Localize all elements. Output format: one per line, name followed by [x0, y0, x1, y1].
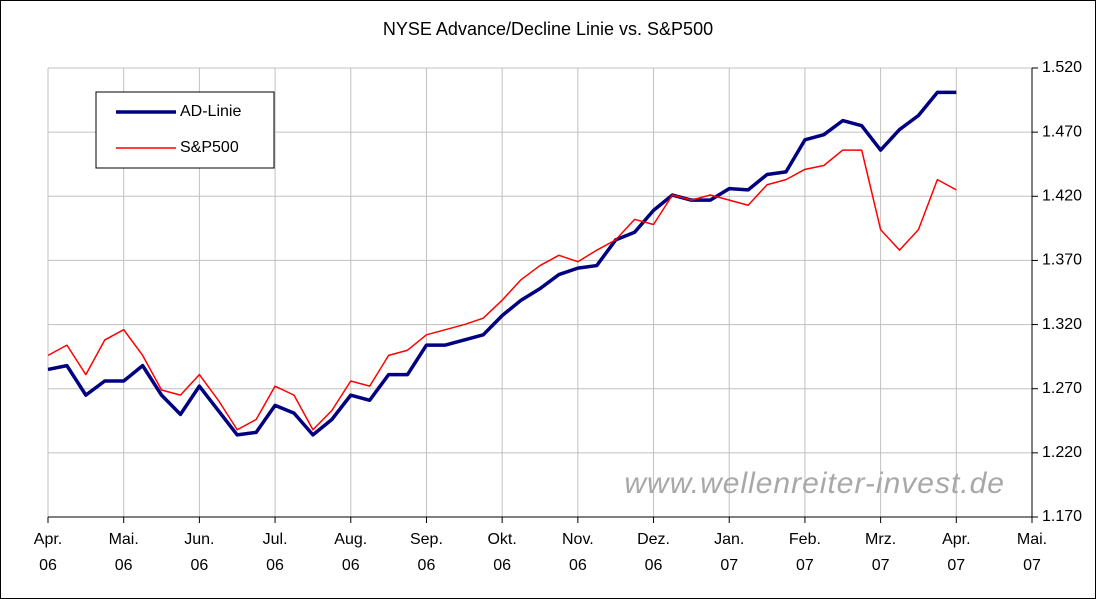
y-tick-label: 1.520	[1042, 59, 1082, 76]
x-tick-label: Sep. 06	[409, 531, 443, 574]
y-tick-label: 1.220	[1042, 444, 1082, 461]
x-tick-label: Mai. 06	[108, 531, 139, 574]
x-tick-label: Feb. 07	[788, 531, 821, 574]
x-tick-label: Jul. 06	[262, 531, 288, 574]
y-tick-label: 1.270	[1042, 380, 1082, 397]
x-tick-label: Okt. 06	[487, 531, 517, 574]
y-tick-label: 1.170	[1042, 508, 1082, 525]
x-tick-label: Jun. 06	[184, 531, 215, 574]
y-tick-label: 1.370	[1042, 252, 1082, 269]
chart-title: NYSE Advance/Decline Linie vs. S&P500	[383, 19, 713, 39]
x-tick-label: Apr. 07	[942, 531, 971, 574]
legend-box	[95, 91, 275, 169]
watermark: www.wellenreiter-invest.de	[624, 467, 1005, 500]
legend-label: AD-Linie	[180, 103, 241, 120]
y-tick-label: 1.470	[1042, 123, 1082, 140]
y-tick-label: 1.320	[1042, 316, 1082, 333]
x-tick-label: Aug. 06	[334, 531, 368, 574]
x-tick-label: Mai. 07	[1016, 531, 1048, 574]
series-line	[47, 149, 957, 431]
x-tick-label: Apr. 06	[33, 531, 63, 574]
x-tick-label: Mrz. 07	[865, 531, 897, 574]
y-tick-label: 1.420	[1042, 188, 1082, 205]
x-tick-label: Dez. 06	[637, 531, 670, 574]
x-tick-label: Nov. 06	[561, 531, 594, 574]
x-tick-label: Jan. 07	[714, 531, 745, 574]
legend-label: S&P500	[180, 139, 239, 156]
series-line	[47, 90, 957, 437]
